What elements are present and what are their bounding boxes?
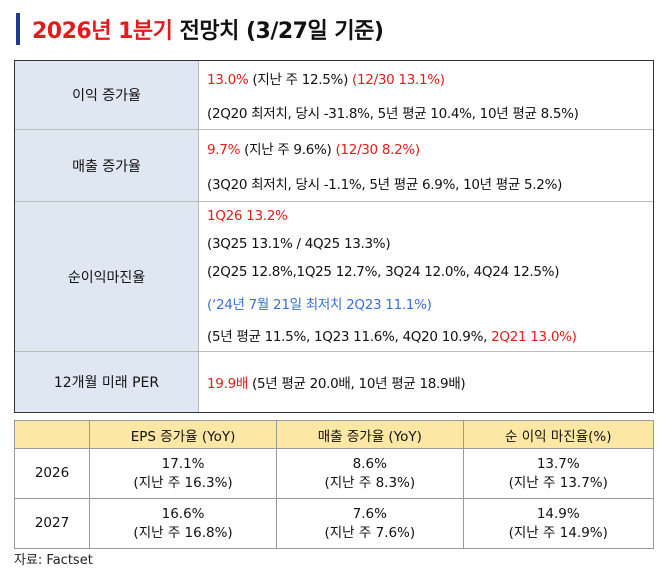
cell-prev-week: (지난 주 16.8%) (133, 524, 233, 541)
text-segment: (지난 주 12.5%) (248, 72, 353, 88)
text-segment: (12/30 8.2%) (335, 141, 420, 158)
cell-value: 7.6% (352, 505, 387, 522)
row-content: 1Q26 13.2% (3Q25 13.1% / 4Q25 13.3%) (2Q25… (199, 202, 653, 351)
detail-line: (‘24년 7월 21일 최저치 2Q23 11.1%) (207, 293, 653, 313)
detail-line: 1Q26 13.2% (207, 208, 653, 224)
text-segment: (3Q25 13.1% / 4Q25 13.3%) (207, 236, 391, 253)
revenue-cell: 8.6% (지난 주 8.3%) (276, 448, 464, 499)
cell-prev-week: (지난 주 13.7%) (508, 474, 608, 491)
year-cell: 2027 (14, 498, 90, 549)
row-revenue-growth: 매출 증가율 9.7% (지난 주 9.6%) (12/30 8.2%) (3Q2… (15, 129, 653, 201)
detail-line: (3Q20 최저치, 당시 -1.1%, 5년 평균 6.9%, 10년 평균 … (207, 173, 653, 193)
cell-value: 8.6% (352, 455, 387, 472)
header-eps-growth: EPS 증가율 (YoY) (88, 420, 278, 449)
row-content: 9.7% (지난 주 9.6%) (12/30 8.2%) (3Q20 최저치, … (199, 130, 653, 201)
title-highlight: 2026년 1분기 (32, 19, 173, 44)
header-net-margin: 순 이익 마진율(%) (462, 420, 655, 449)
detail-line: (3Q25 13.1% / 4Q25 13.3%) (207, 236, 653, 252)
cell-prev-week: (지난 주 14.9%) (508, 524, 608, 541)
row-earnings-growth: 이익 증가율 13.0% (지난 주 12.5%) (12/30 13.1%)(… (15, 61, 653, 129)
text-segment: (12/30 13.1%) (352, 72, 445, 88)
forecast-summary-box: 이익 증가율 13.0% (지난 주 12.5%) (12/30 13.1%)(… (14, 60, 654, 413)
cell-value: 17.1% (161, 455, 205, 472)
detail-line: 19.9배 (5년 평균 20.0배, 10년 평균 18.9배) (207, 372, 653, 392)
text-segment: (5년 평균 20.0배, 10년 평균 18.9배) (247, 376, 466, 392)
title-bar: 2026년 1분기 전망치 (3/27일 기준) (16, 12, 384, 46)
header-revenue-growth: 매출 증가율 (YoY) (276, 420, 464, 449)
eps-cell: 17.1% (지난 주 16.3%) (88, 448, 278, 499)
page-title: 2026년 1분기 전망치 (3/27일 기준) (32, 13, 384, 45)
table-header-row: EPS 증가율 (YoY) 매출 증가율 (YoY) 순 이익 마진율(%) (14, 420, 655, 449)
text-segment: (‘24년 7월 21일 최저치 2Q23 11.1%) (207, 296, 432, 313)
header-corner (14, 420, 90, 449)
revenue-cell: 7.6% (지난 주 7.6%) (276, 498, 464, 549)
cell-value: 13.7% (536, 455, 580, 472)
table-row: 2027 16.6% (지난 주 16.8%) 7.6% (지난 주 7.6%) 1… (14, 498, 655, 549)
detail-line: 9.7% (지난 주 9.6%) (12/30 8.2%) (207, 138, 653, 158)
text-segment: 19.9배 (207, 376, 248, 392)
row-content: 19.9배 (5년 평균 20.0배, 10년 평균 18.9배) (199, 352, 653, 412)
detail-line: (5년 평균 11.5%, 1Q23 11.6%, 4Q20 10.9%, 2Q… (207, 325, 653, 345)
text-segment: (지난 주 9.6%) (240, 141, 336, 158)
cell-value: 14.9% (536, 505, 580, 522)
row-label: 순이익마진율 (15, 202, 199, 351)
text-segment: 2Q21 13.0%) (491, 328, 577, 345)
text-segment: (3Q20 최저치, 당시 -1.1%, 5년 평균 6.9%, 10년 평균 … (207, 177, 563, 194)
detail-line: (2Q20 최저치, 당시 -31.8%, 5년 평균 10.4%, 10년 평… (207, 102, 653, 122)
title-accent-bar (16, 13, 20, 45)
row-content: 13.0% (지난 주 12.5%) (12/30 13.1%) (2Q20 최저… (199, 61, 653, 129)
annual-forecast-table: EPS 증가율 (YoY) 매출 증가율 (YoY) 순 이익 마진율(%) 2… (14, 420, 655, 549)
text-segment: 1Q26 13.2% (207, 208, 288, 225)
row-net-margin: 순이익마진율 1Q26 13.2% (3Q25 13.1% / 4Q25 13.3… (15, 201, 653, 351)
text-segment: (5년 평균 11.5%, 1Q23 11.6%, 4Q20 10.9%, (207, 328, 492, 345)
text-segment: 13.0% (207, 72, 249, 88)
year-cell: 2026 (14, 448, 90, 499)
text-segment: (2Q20 최저치, 당시 -31.8%, 5년 평균 10.4%, 10년 평… (207, 106, 579, 122)
margin-cell: 14.9% (지난 주 14.9%) (462, 498, 655, 549)
detail-line: (2Q25 12.8%,1Q25 12.7%, 3Q24 12.0%, 4Q24… (207, 264, 653, 280)
table-row: 2026 17.1% (지난 주 16.3%) 8.6% (지난 주 8.3%) 1… (14, 448, 655, 499)
cell-prev-week: (지난 주 8.3%) (324, 474, 416, 491)
source-note: 자료: Factset (14, 553, 93, 568)
cell-prev-week: (지난 주 7.6%) (324, 524, 416, 541)
title-rest: 전망치 (3/27일 기준) (179, 19, 384, 44)
cell-prev-week: (지난 주 16.3%) (133, 474, 233, 491)
cell-value: 16.6% (161, 505, 205, 522)
margin-cell: 13.7% (지난 주 13.7%) (462, 448, 655, 499)
eps-cell: 16.6% (지난 주 16.8%) (88, 498, 278, 549)
row-label: 이익 증가율 (15, 61, 199, 129)
row-label: 매출 증가율 (15, 130, 199, 201)
row-label: 12개월 미래 PER (15, 352, 199, 412)
detail-line: 13.0% (지난 주 12.5%) (12/30 13.1%) (207, 68, 653, 88)
text-segment: 9.7% (207, 141, 241, 158)
text-segment: (2Q25 12.8%,1Q25 12.7%, 3Q24 12.0%, 4Q24… (207, 264, 560, 281)
row-forward-per: 12개월 미래 PER 19.9배 (5년 평균 20.0배, 10년 평균 1… (15, 351, 653, 412)
